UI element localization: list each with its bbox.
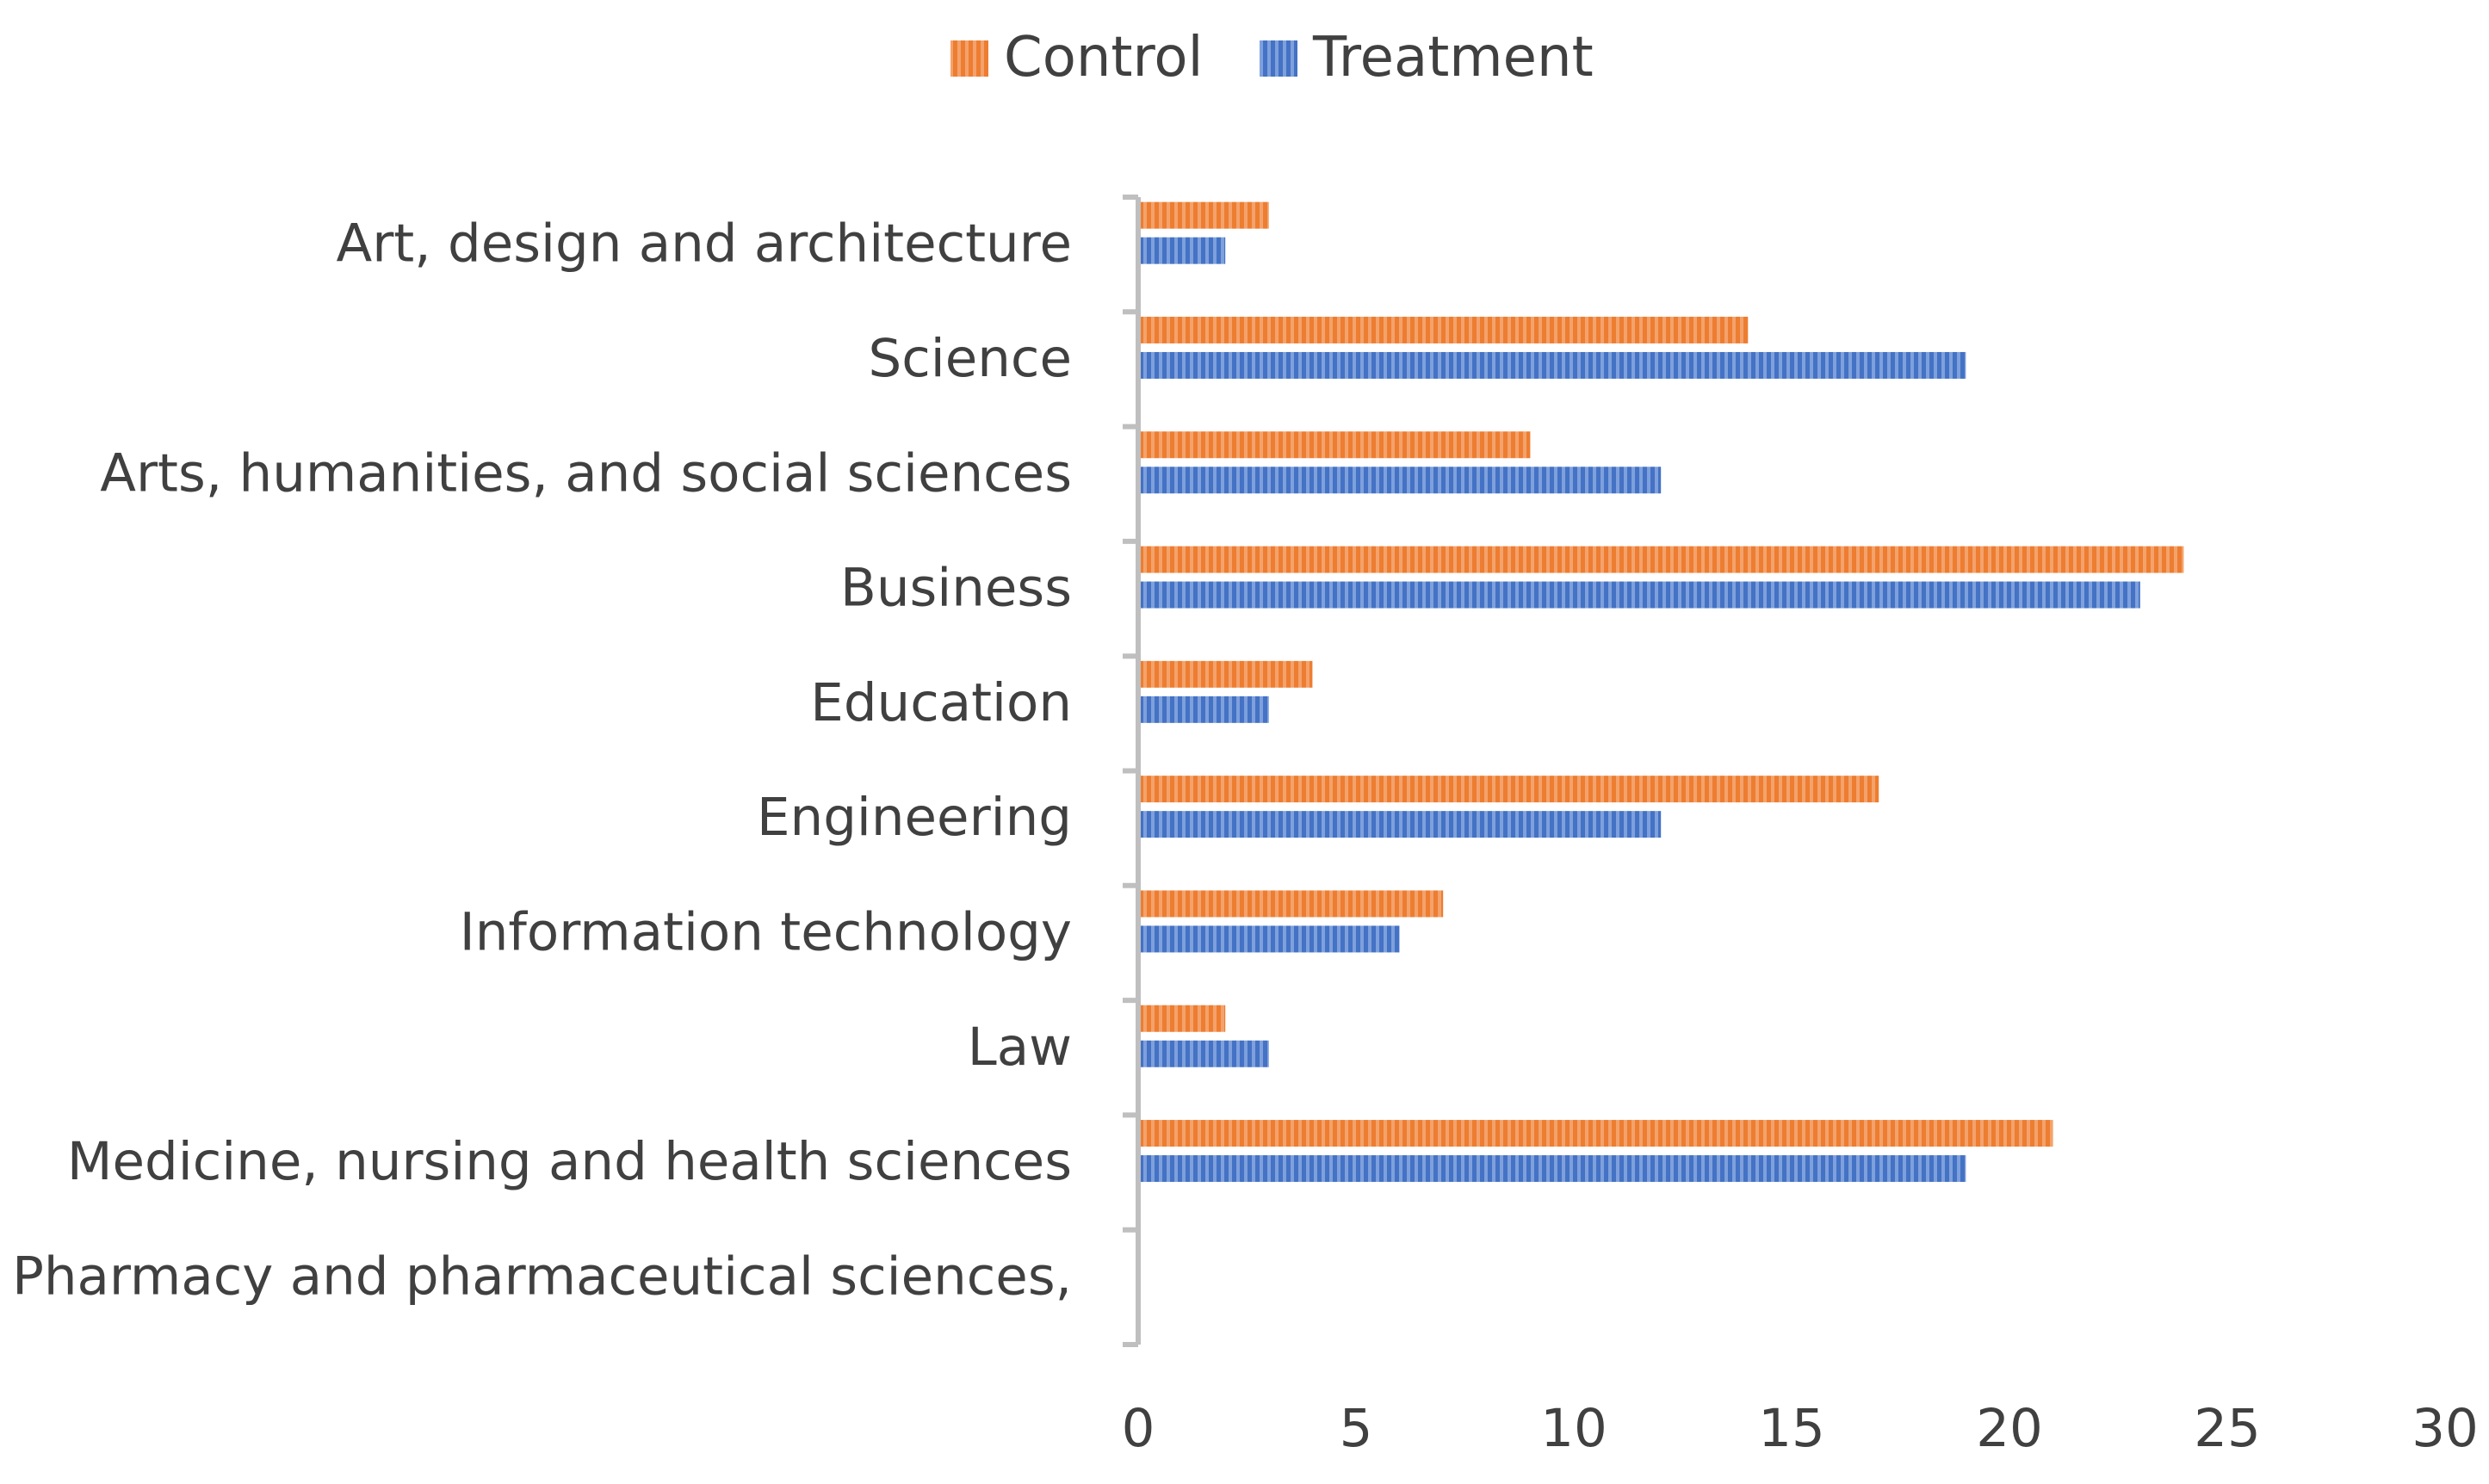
category-labels: Art, design and architecture Science Arts,…: [12, 213, 1072, 1308]
x-tick-label-0: 0: [1122, 1398, 1155, 1459]
bar-control-2: [1138, 431, 1531, 459]
x-tick-label-25: 25: [2194, 1398, 2261, 1459]
bar-treatment-1: [1138, 351, 1966, 379]
category-label-3: Business: [840, 558, 1072, 619]
bar-treatment-3: [1138, 581, 2140, 609]
category-label-0: Art, design and architecture: [336, 213, 1072, 275]
bar-treatment-4: [1138, 696, 1269, 723]
x-tick-label-30: 30: [2412, 1398, 2479, 1459]
x-tick-label-15: 15: [1758, 1398, 1825, 1459]
bar-control-6: [1138, 890, 1444, 918]
category-label-9: Pharmacy and pharmaceutical sciences,: [12, 1246, 1072, 1307]
x-tick-labels: 0 5 10 15 20 25 30: [1122, 1398, 2479, 1459]
bar-treatment-7: [1138, 1040, 1269, 1067]
legend-swatch-treatment: [1260, 40, 1297, 77]
bar-control-7: [1138, 1005, 1226, 1032]
bar-treatment-5: [1138, 811, 1662, 838]
bar-control-4: [1138, 660, 1313, 688]
legend: Control Treatment: [950, 26, 1594, 90]
bar-treatment-0: [1138, 237, 1226, 264]
category-axis: [1123, 195, 1141, 1347]
bar-control-5: [1138, 776, 1879, 803]
category-label-5: Engineering: [757, 787, 1072, 848]
legend-label-treatment: Treatment: [1312, 26, 1594, 90]
category-label-4: Education: [810, 672, 1072, 733]
bar-control-1: [1138, 316, 1749, 343]
category-label-7: Law: [968, 1017, 1072, 1078]
bar-treatment-8: [1138, 1155, 1966, 1183]
category-label-1: Science: [869, 328, 1072, 389]
category-label-2: Arts, humanities, and social sciences: [100, 442, 1072, 504]
category-label-6: Information technology: [460, 901, 1072, 962]
x-tick-label-10: 10: [1540, 1398, 1607, 1459]
bar-treatment-2: [1138, 467, 1662, 494]
legend-label-control: Control: [1004, 26, 1203, 90]
bar-control-3: [1138, 546, 2184, 573]
bar-treatment-6: [1138, 925, 1400, 953]
bar-control-8: [1138, 1120, 2053, 1147]
x-tick-label-5: 5: [1340, 1398, 1373, 1459]
legend-swatch-control: [950, 40, 988, 77]
bars-group: [1138, 201, 2184, 1183]
category-label-8: Medicine, nursing and health sciences: [67, 1131, 1072, 1192]
bar-control-0: [1138, 201, 1269, 229]
x-tick-label-20: 20: [1976, 1398, 2043, 1459]
